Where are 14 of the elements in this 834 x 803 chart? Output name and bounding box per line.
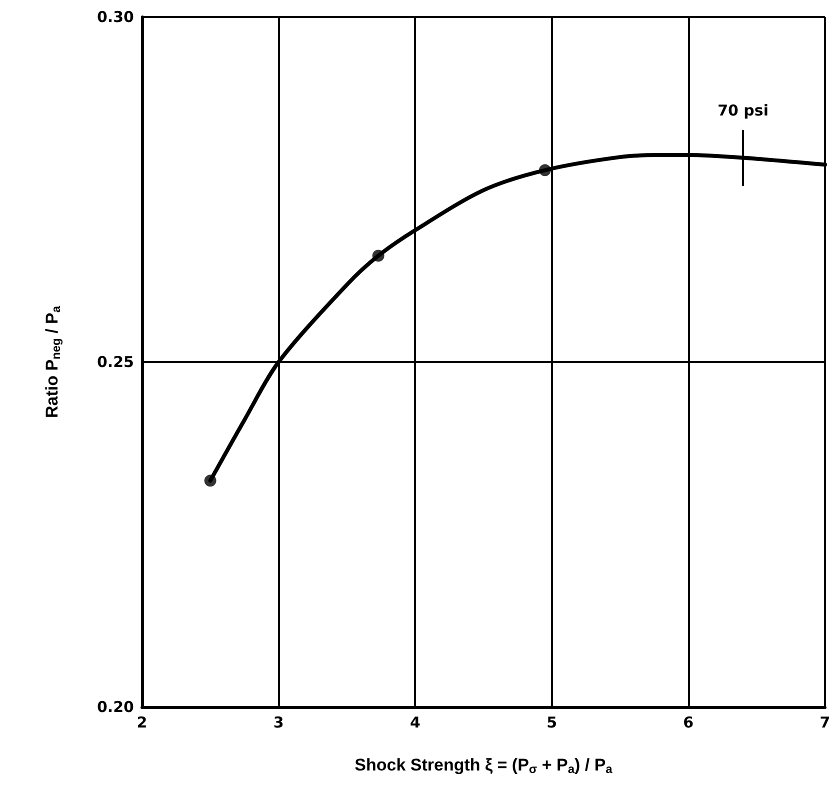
point: [538, 164, 551, 176]
point: [372, 250, 384, 262]
x-tick-label: 7: [820, 714, 830, 732]
x-tick-label: 5: [546, 714, 558, 732]
x-tick-label: 2: [136, 714, 148, 732]
y-tick-label: 0.25: [96, 353, 134, 371]
x-tick-label: 6: [683, 714, 694, 732]
y-axis-title: Ratio Pneg / Pa: [42, 306, 63, 418]
y-tick-label: 0.30: [96, 8, 134, 26]
y-tick-label: 0.20: [96, 698, 134, 716]
x-tick-label: 3: [273, 714, 284, 732]
point: [204, 474, 216, 487]
annotation: 70 psi: [718, 101, 768, 120]
x-tick-label: 4: [410, 714, 420, 732]
